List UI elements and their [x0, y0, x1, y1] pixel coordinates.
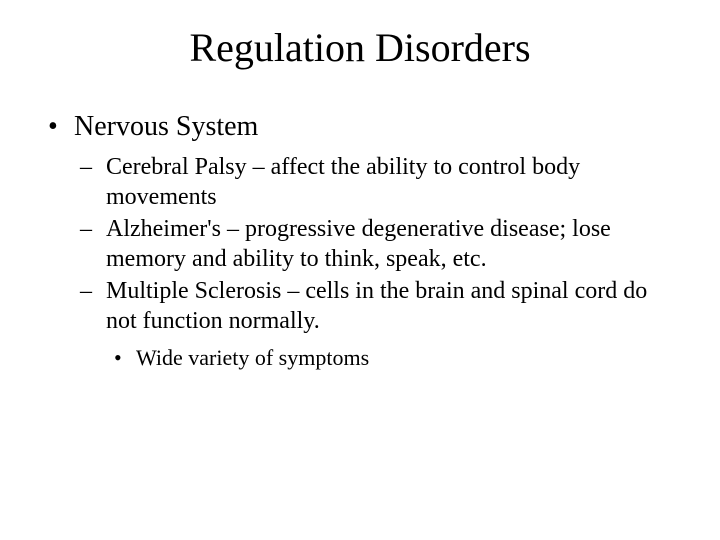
list-item-text: Alzheimer's – progressive degenerative d… [106, 216, 611, 272]
list-item: Cerebral Palsy – affect the ability to c… [74, 152, 680, 212]
slide: Regulation Disorders Nervous System Cere… [0, 0, 720, 540]
bullet-list-level2: Cerebral Palsy – affect the ability to c… [74, 152, 680, 372]
list-item: Multiple Sclerosis – cells in the brain … [74, 276, 680, 372]
list-item: Alzheimer's – progressive degenerative d… [74, 214, 680, 274]
list-item-text: Nervous System [74, 111, 258, 142]
list-item: Wide variety of symptoms [106, 344, 680, 372]
list-item-text: Wide variety of symptoms [136, 345, 369, 370]
list-item-text: Multiple Sclerosis – cells in the brain … [106, 278, 647, 334]
list-item: Nervous System Cerebral Palsy – affect t… [40, 109, 680, 372]
bullet-list-level3: Wide variety of symptoms [106, 344, 680, 372]
bullet-list-level1: Nervous System Cerebral Palsy – affect t… [40, 109, 680, 372]
slide-body: Nervous System Cerebral Palsy – affect t… [0, 71, 720, 372]
slide-title: Regulation Disorders [0, 0, 720, 71]
list-item-text: Cerebral Palsy – affect the ability to c… [106, 154, 580, 210]
